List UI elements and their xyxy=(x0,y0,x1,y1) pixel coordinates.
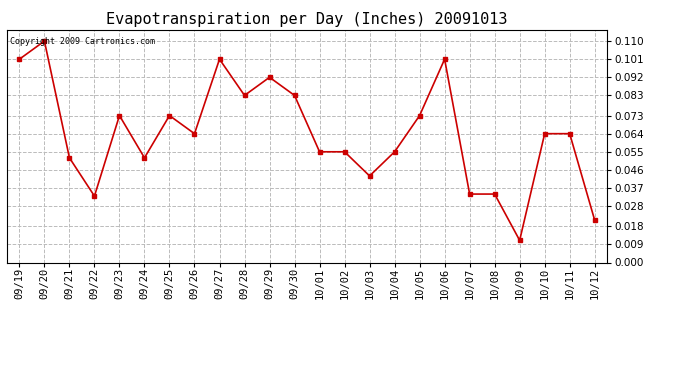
Text: Copyright 2009 Cartronics.com: Copyright 2009 Cartronics.com xyxy=(10,37,155,46)
Title: Evapotranspiration per Day (Inches) 20091013: Evapotranspiration per Day (Inches) 2009… xyxy=(106,12,508,27)
